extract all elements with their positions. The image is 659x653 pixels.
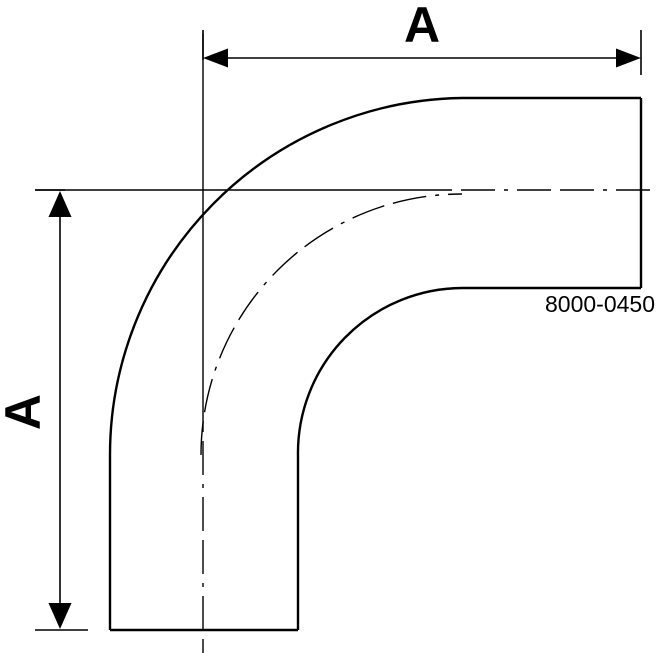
svg-text:A: A xyxy=(0,394,51,430)
svg-text:A: A xyxy=(404,0,440,53)
svg-text:8000-0450: 8000-0450 xyxy=(545,291,655,317)
